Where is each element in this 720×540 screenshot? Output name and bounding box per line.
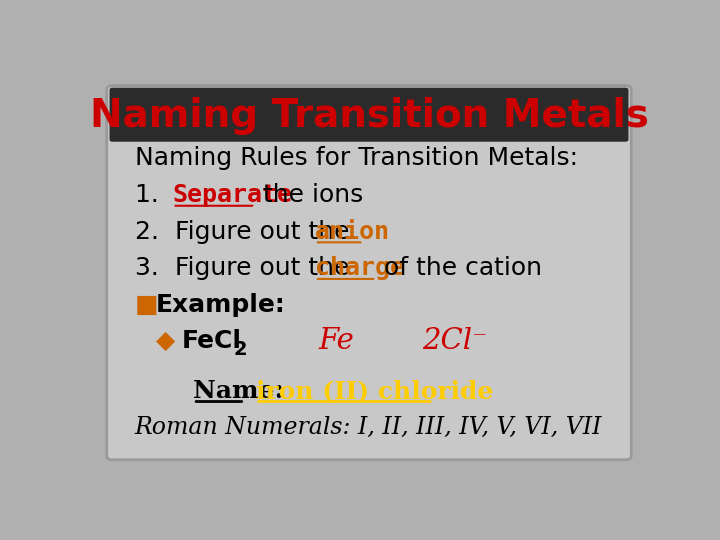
Text: Naming Transition Metals: Naming Transition Metals	[89, 97, 649, 134]
Text: Naming Rules for Transition Metals:: Naming Rules for Transition Metals:	[135, 146, 577, 170]
Text: 3.  Figure out the: 3. Figure out the	[135, 256, 357, 280]
Text: the ions: the ions	[255, 183, 364, 207]
Text: 2Cl⁻: 2Cl⁻	[422, 327, 487, 355]
Text: anion: anion	[315, 220, 390, 244]
Text: Fe: Fe	[319, 327, 355, 355]
Text: ■: ■	[135, 293, 158, 317]
Text: charge: charge	[315, 256, 405, 280]
Text: FeCl: FeCl	[182, 329, 242, 353]
FancyBboxPatch shape	[107, 85, 631, 460]
Text: Example:: Example:	[156, 293, 286, 317]
Text: 1.: 1.	[135, 183, 174, 207]
Text: iron (II) chloride: iron (II) chloride	[256, 379, 493, 403]
Text: ◆: ◆	[156, 329, 175, 353]
Text: 2: 2	[233, 340, 247, 359]
Text: Roman Numerals: I, II, III, IV, V, VI, VII: Roman Numerals: I, II, III, IV, V, VI, V…	[135, 416, 602, 439]
FancyBboxPatch shape	[109, 87, 629, 141]
Text: Name:: Name:	[193, 379, 302, 403]
Text: 2.  Figure out the: 2. Figure out the	[135, 220, 357, 244]
Text: of the cation: of the cation	[377, 256, 542, 280]
Text: Separate: Separate	[173, 183, 292, 207]
